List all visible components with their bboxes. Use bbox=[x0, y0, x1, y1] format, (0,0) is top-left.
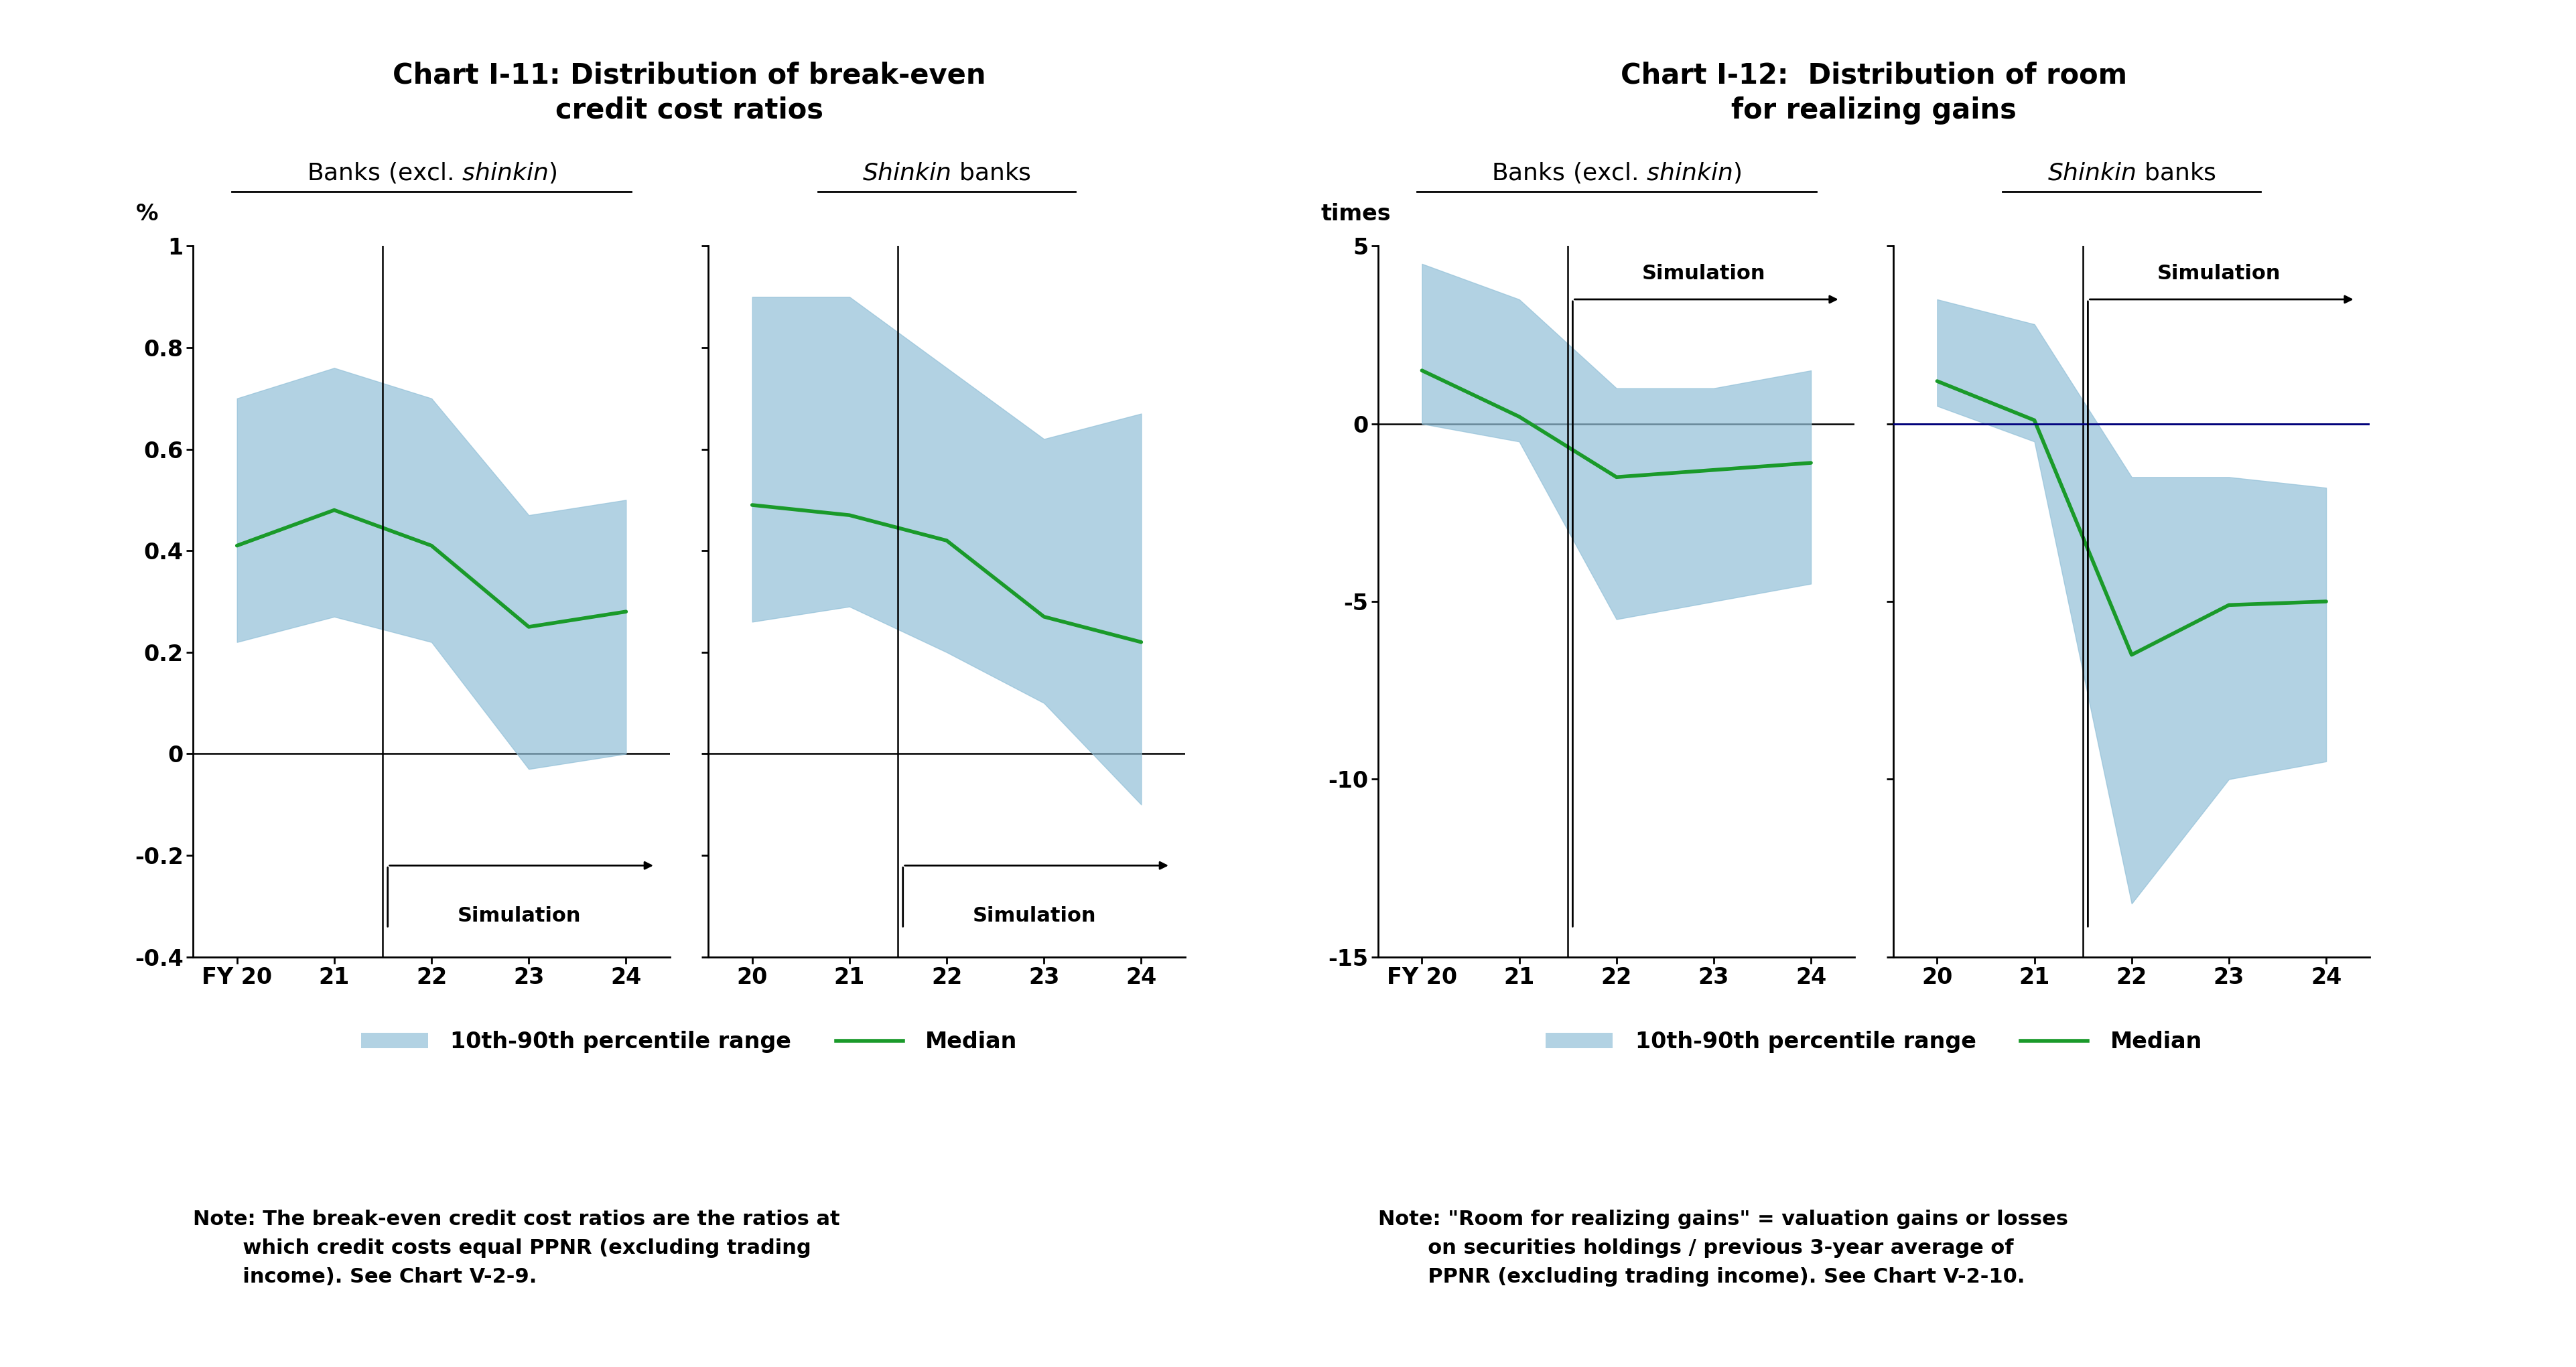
Text: times: times bbox=[1321, 202, 1391, 224]
Text: Banks (excl. $\mathit{shinkin}$): Banks (excl. $\mathit{shinkin}$) bbox=[307, 160, 556, 185]
Text: Simulation: Simulation bbox=[1641, 264, 1765, 283]
Text: Note: "Room for realizing gains" = valuation gains or losses
       on securitie: Note: "Room for realizing gains" = valua… bbox=[1378, 1210, 2069, 1286]
Text: Banks (excl. $\mathit{shinkin}$): Banks (excl. $\mathit{shinkin}$) bbox=[1492, 160, 1741, 185]
Text: Note: The break-even credit cost ratios are the ratios at
       which credit co: Note: The break-even credit cost ratios … bbox=[193, 1210, 840, 1286]
Text: $\mathit{Shinkin}$ banks: $\mathit{Shinkin}$ banks bbox=[863, 161, 1030, 185]
Text: %: % bbox=[137, 202, 157, 224]
Text: Simulation: Simulation bbox=[456, 906, 580, 925]
Legend: 10th-90th percentile range, Median: 10th-90th percentile range, Median bbox=[353, 1023, 1025, 1062]
Text: Simulation: Simulation bbox=[971, 906, 1095, 925]
Text: Chart I-11: Distribution of break-even
credit cost ratios: Chart I-11: Distribution of break-even c… bbox=[392, 62, 987, 124]
Text: Chart I-12:  Distribution of room
for realizing gains: Chart I-12: Distribution of room for rea… bbox=[1620, 62, 2128, 124]
Text: $\mathit{Shinkin}$ banks: $\mathit{Shinkin}$ banks bbox=[2048, 161, 2215, 185]
Text: Simulation: Simulation bbox=[2156, 264, 2280, 283]
Legend: 10th-90th percentile range, Median: 10th-90th percentile range, Median bbox=[1538, 1023, 2210, 1062]
